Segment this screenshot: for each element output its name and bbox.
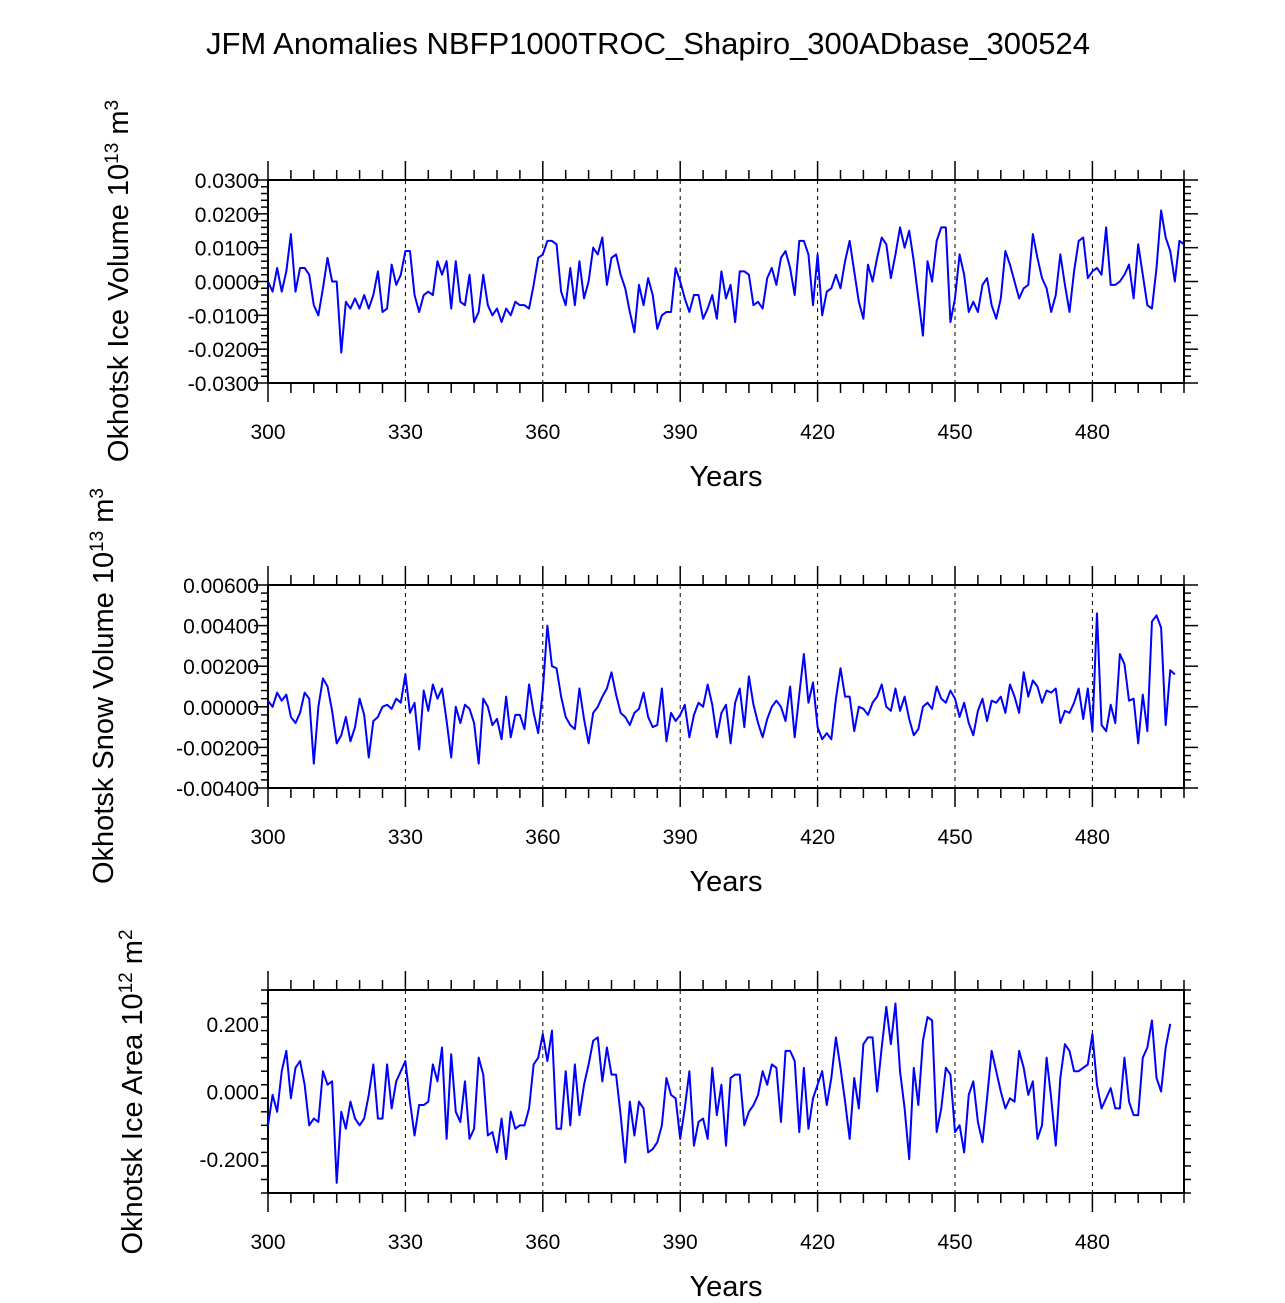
y-tick-label: -0.00200	[176, 737, 259, 760]
y-axis-title-text: m	[88, 499, 120, 531]
plot-frame	[267, 989, 1185, 1194]
y-tick-label: 0.00400	[183, 616, 259, 639]
x-tick-label: 450	[937, 826, 972, 849]
y-axis-title: Okhotsk Snow Volume 1013 m3	[87, 488, 121, 884]
x-tick-label: 420	[800, 421, 835, 444]
y-tick-label: 0.0100	[195, 238, 259, 261]
y-axis-title-text: Okhotsk Snow Volume 10	[88, 552, 120, 884]
x-axis-title: Years	[689, 866, 762, 898]
y-tick-label: 0.0300	[195, 170, 259, 193]
y-tick-label: -0.0100	[188, 305, 259, 328]
y-tick-label: 0.0000	[195, 272, 259, 295]
x-tick-label: 480	[1075, 421, 1110, 444]
x-tick-label: 300	[250, 1231, 285, 1254]
y-axis-title: Okhotsk Ice Area 1012 m2	[116, 929, 150, 1254]
y-axis-title: Okhotsk Ice Volume 1013 m3	[102, 100, 136, 462]
y-tick-label: -0.00400	[176, 778, 259, 801]
y-axis-title-text: m	[117, 940, 149, 972]
y-axis-title-text: Okhotsk Ice Area 10	[117, 993, 149, 1254]
x-tick-label: 360	[525, 421, 560, 444]
x-tick-label: 420	[800, 826, 835, 849]
y-tick-label: -0.200	[199, 1149, 259, 1172]
x-tick-label: 480	[1075, 1231, 1110, 1254]
x-tick-label: 300	[250, 826, 285, 849]
plot-frame	[267, 584, 1185, 789]
y-tick-label: 0.000	[206, 1082, 259, 1105]
y-axis-title-exponent: 12	[116, 972, 137, 993]
y-tick-label: 0.00600	[183, 575, 259, 598]
series-line	[268, 1002, 1172, 1184]
y-tick-label: 0.0200	[195, 204, 259, 227]
x-tick-label: 450	[937, 421, 972, 444]
x-tick-label: 330	[388, 826, 423, 849]
series-line	[268, 209, 1184, 354]
x-tick-label: 360	[525, 826, 560, 849]
x-tick-label: 360	[525, 1231, 560, 1254]
y-axis-title-text: Okhotsk Ice Volume 10	[103, 164, 135, 462]
chart-panel-3: 300 330 360 390 420 450 480 -0.200 0.000 0.200 Yea…	[116, 929, 1191, 1303]
x-tick-label: 300	[250, 421, 285, 444]
x-tick-label: 480	[1075, 826, 1110, 849]
main-title: JFM Anomalies NBFP1000TROC_Shapiro_300AD…	[206, 26, 1090, 61]
series-line	[268, 612, 1176, 765]
x-axis-title: Years	[689, 461, 762, 493]
x-tick-label: 420	[800, 1231, 835, 1254]
y-tick-label: -0.0300	[188, 373, 259, 396]
x-tick-label: 390	[663, 826, 698, 849]
y-axis-title-exponent: 3	[102, 100, 123, 111]
y-axis-title-text: m	[103, 111, 135, 143]
plot-frame	[267, 179, 1185, 384]
y-tick-label: 0.200	[206, 1014, 259, 1037]
y-axis-title-exponent: 3	[87, 488, 108, 499]
x-tick-label: 390	[663, 421, 698, 444]
x-tick-label: 390	[663, 1231, 698, 1254]
chart-panel-1: 300 330 360 390 420 450 480 -0.0300 -0.0200 -0.01…	[102, 100, 1198, 493]
y-tick-label: -0.0200	[188, 339, 259, 362]
y-tick-label: 0.00000	[183, 697, 259, 720]
y-axis-title-exponent: 13	[102, 143, 123, 164]
chart-panel-2: 300 330 360 390 420 450 480 -0.00400 -0.00200 0.0…	[87, 488, 1198, 898]
y-axis-title-exponent: 13	[87, 531, 108, 552]
panels: 300 330 360 390 420 450 480 -0.0300 -0.0200 -0.01…	[87, 100, 1198, 1303]
y-tick-label: 0.00200	[183, 656, 259, 679]
x-axis-title: Years	[689, 1271, 762, 1303]
x-tick-label: 330	[388, 1231, 423, 1254]
y-axis-title-exponent: 2	[116, 929, 137, 940]
x-tick-label: 450	[937, 1231, 972, 1254]
x-tick-label: 330	[388, 421, 423, 444]
